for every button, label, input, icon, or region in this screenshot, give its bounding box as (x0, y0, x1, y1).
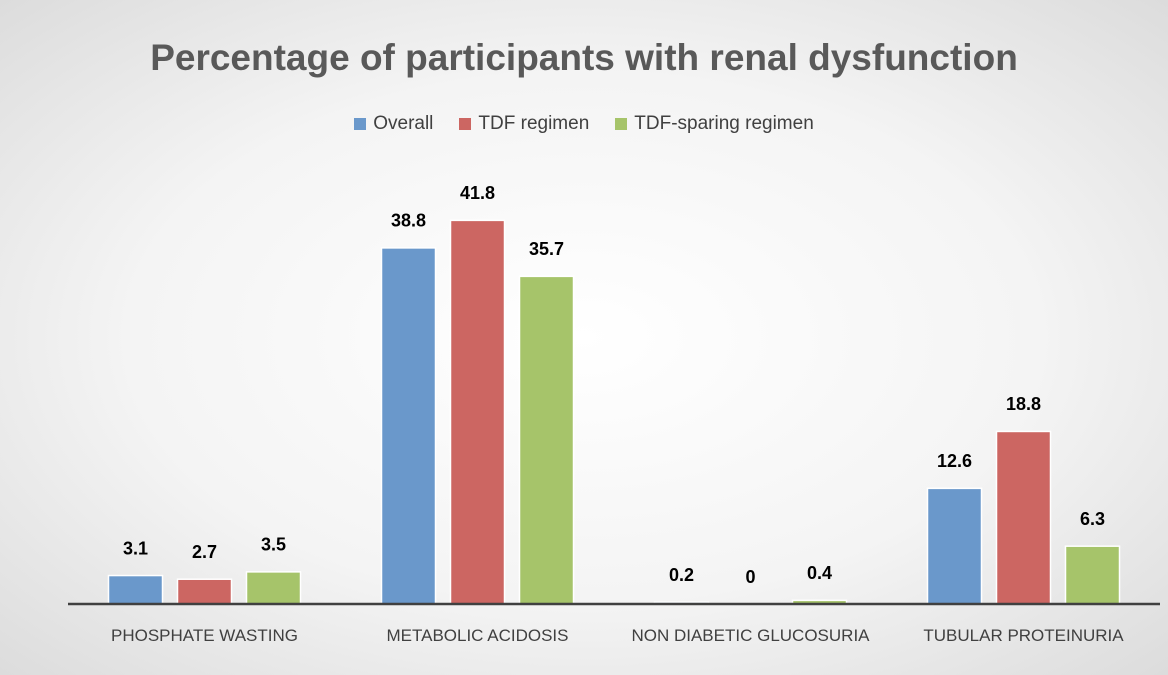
legend-label: TDF regimen (478, 113, 590, 134)
bar (380, 247, 437, 605)
legend: Overall TDF regimen TDF-sparing regimen (0, 113, 1168, 135)
bar (107, 574, 164, 605)
data-label: 41.8 (460, 183, 495, 203)
bar (518, 275, 575, 605)
chart-title: Percentage of participants with renal dy… (150, 37, 1018, 78)
bar (449, 219, 506, 605)
x-tick-label: NON DIABETIC GLUCOSURIA (631, 626, 870, 645)
data-label: 3.1 (123, 538, 148, 558)
bar (1064, 545, 1121, 605)
legend-item: TDF-sparing regimen (615, 113, 814, 135)
legend-swatch (615, 118, 628, 130)
data-label: 0 (745, 567, 755, 587)
bar (245, 571, 302, 605)
legend-swatch (354, 118, 367, 130)
data-label: 0.4 (807, 563, 832, 583)
data-label: 18.8 (1006, 394, 1041, 414)
data-label: 2.7 (192, 542, 217, 562)
legend-item: TDF regimen (459, 113, 589, 135)
legend-item: Overall (354, 113, 433, 135)
x-tick-label: METABOLIC ACIDOSIS (386, 626, 569, 645)
legend-label: TDF-sparing regimen (634, 113, 814, 134)
data-label: 38.8 (391, 211, 426, 231)
data-label: 6.3 (1080, 509, 1105, 529)
bar (995, 430, 1052, 605)
x-tick-label: TUBULAR PROTEINURIA (923, 626, 1124, 645)
bar (176, 578, 233, 605)
data-label: 35.7 (529, 239, 564, 259)
legend-swatch (459, 118, 472, 130)
data-label: 12.6 (937, 451, 972, 471)
data-label: 0.2 (669, 565, 694, 585)
bar (926, 487, 983, 605)
x-tick-label: PHOSPHATE WASTING (110, 626, 299, 645)
data-label: 3.5 (261, 535, 286, 555)
legend-label: Overall (373, 113, 434, 134)
